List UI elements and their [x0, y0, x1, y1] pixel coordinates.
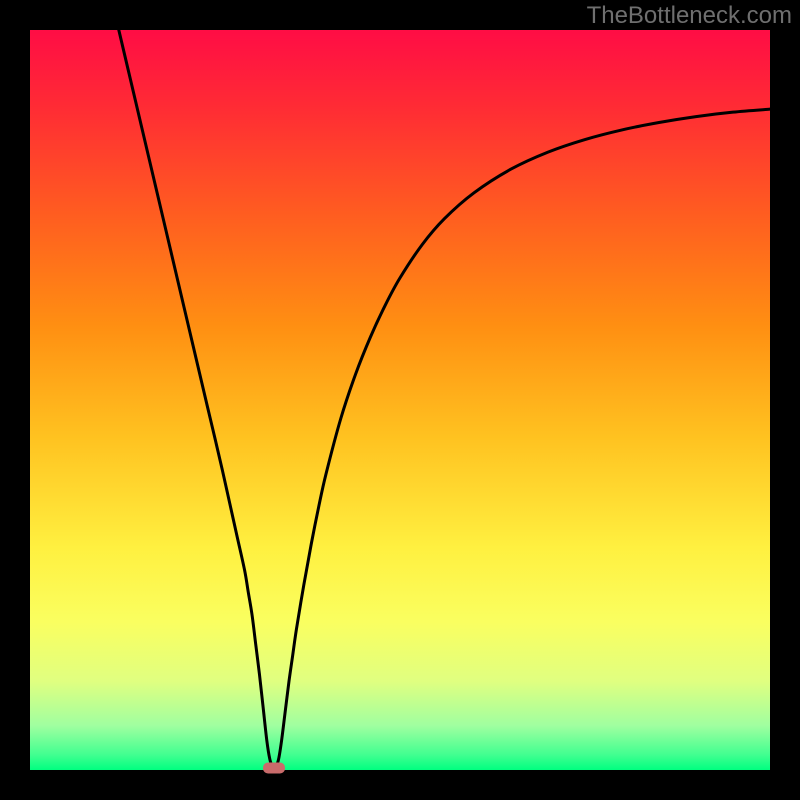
curve-overlay — [30, 30, 770, 770]
plot-area — [30, 30, 770, 770]
bottleneck-curve — [119, 30, 770, 768]
chart-frame: TheBottleneck.com — [0, 0, 800, 800]
watermark-text: TheBottleneck.com — [587, 2, 792, 30]
minimum-marker — [263, 762, 285, 773]
